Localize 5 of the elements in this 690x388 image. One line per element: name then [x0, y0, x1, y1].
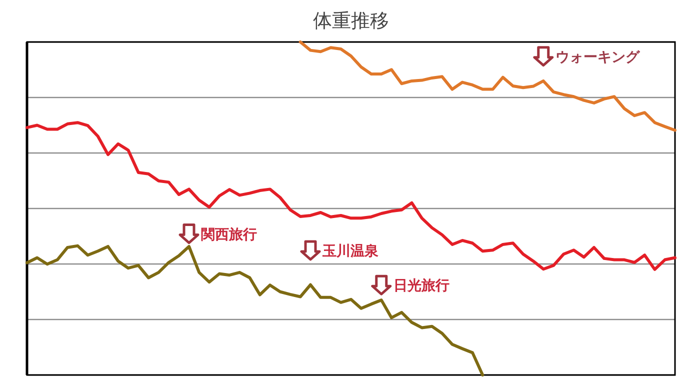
annotation: 関西旅行 [201, 226, 257, 242]
annotation: 玉川温泉 [322, 242, 378, 258]
annotation: 日光旅行 [393, 277, 450, 294]
annotation: ウォーキング [555, 48, 640, 64]
chart-title: 体重推移 [313, 11, 389, 32]
